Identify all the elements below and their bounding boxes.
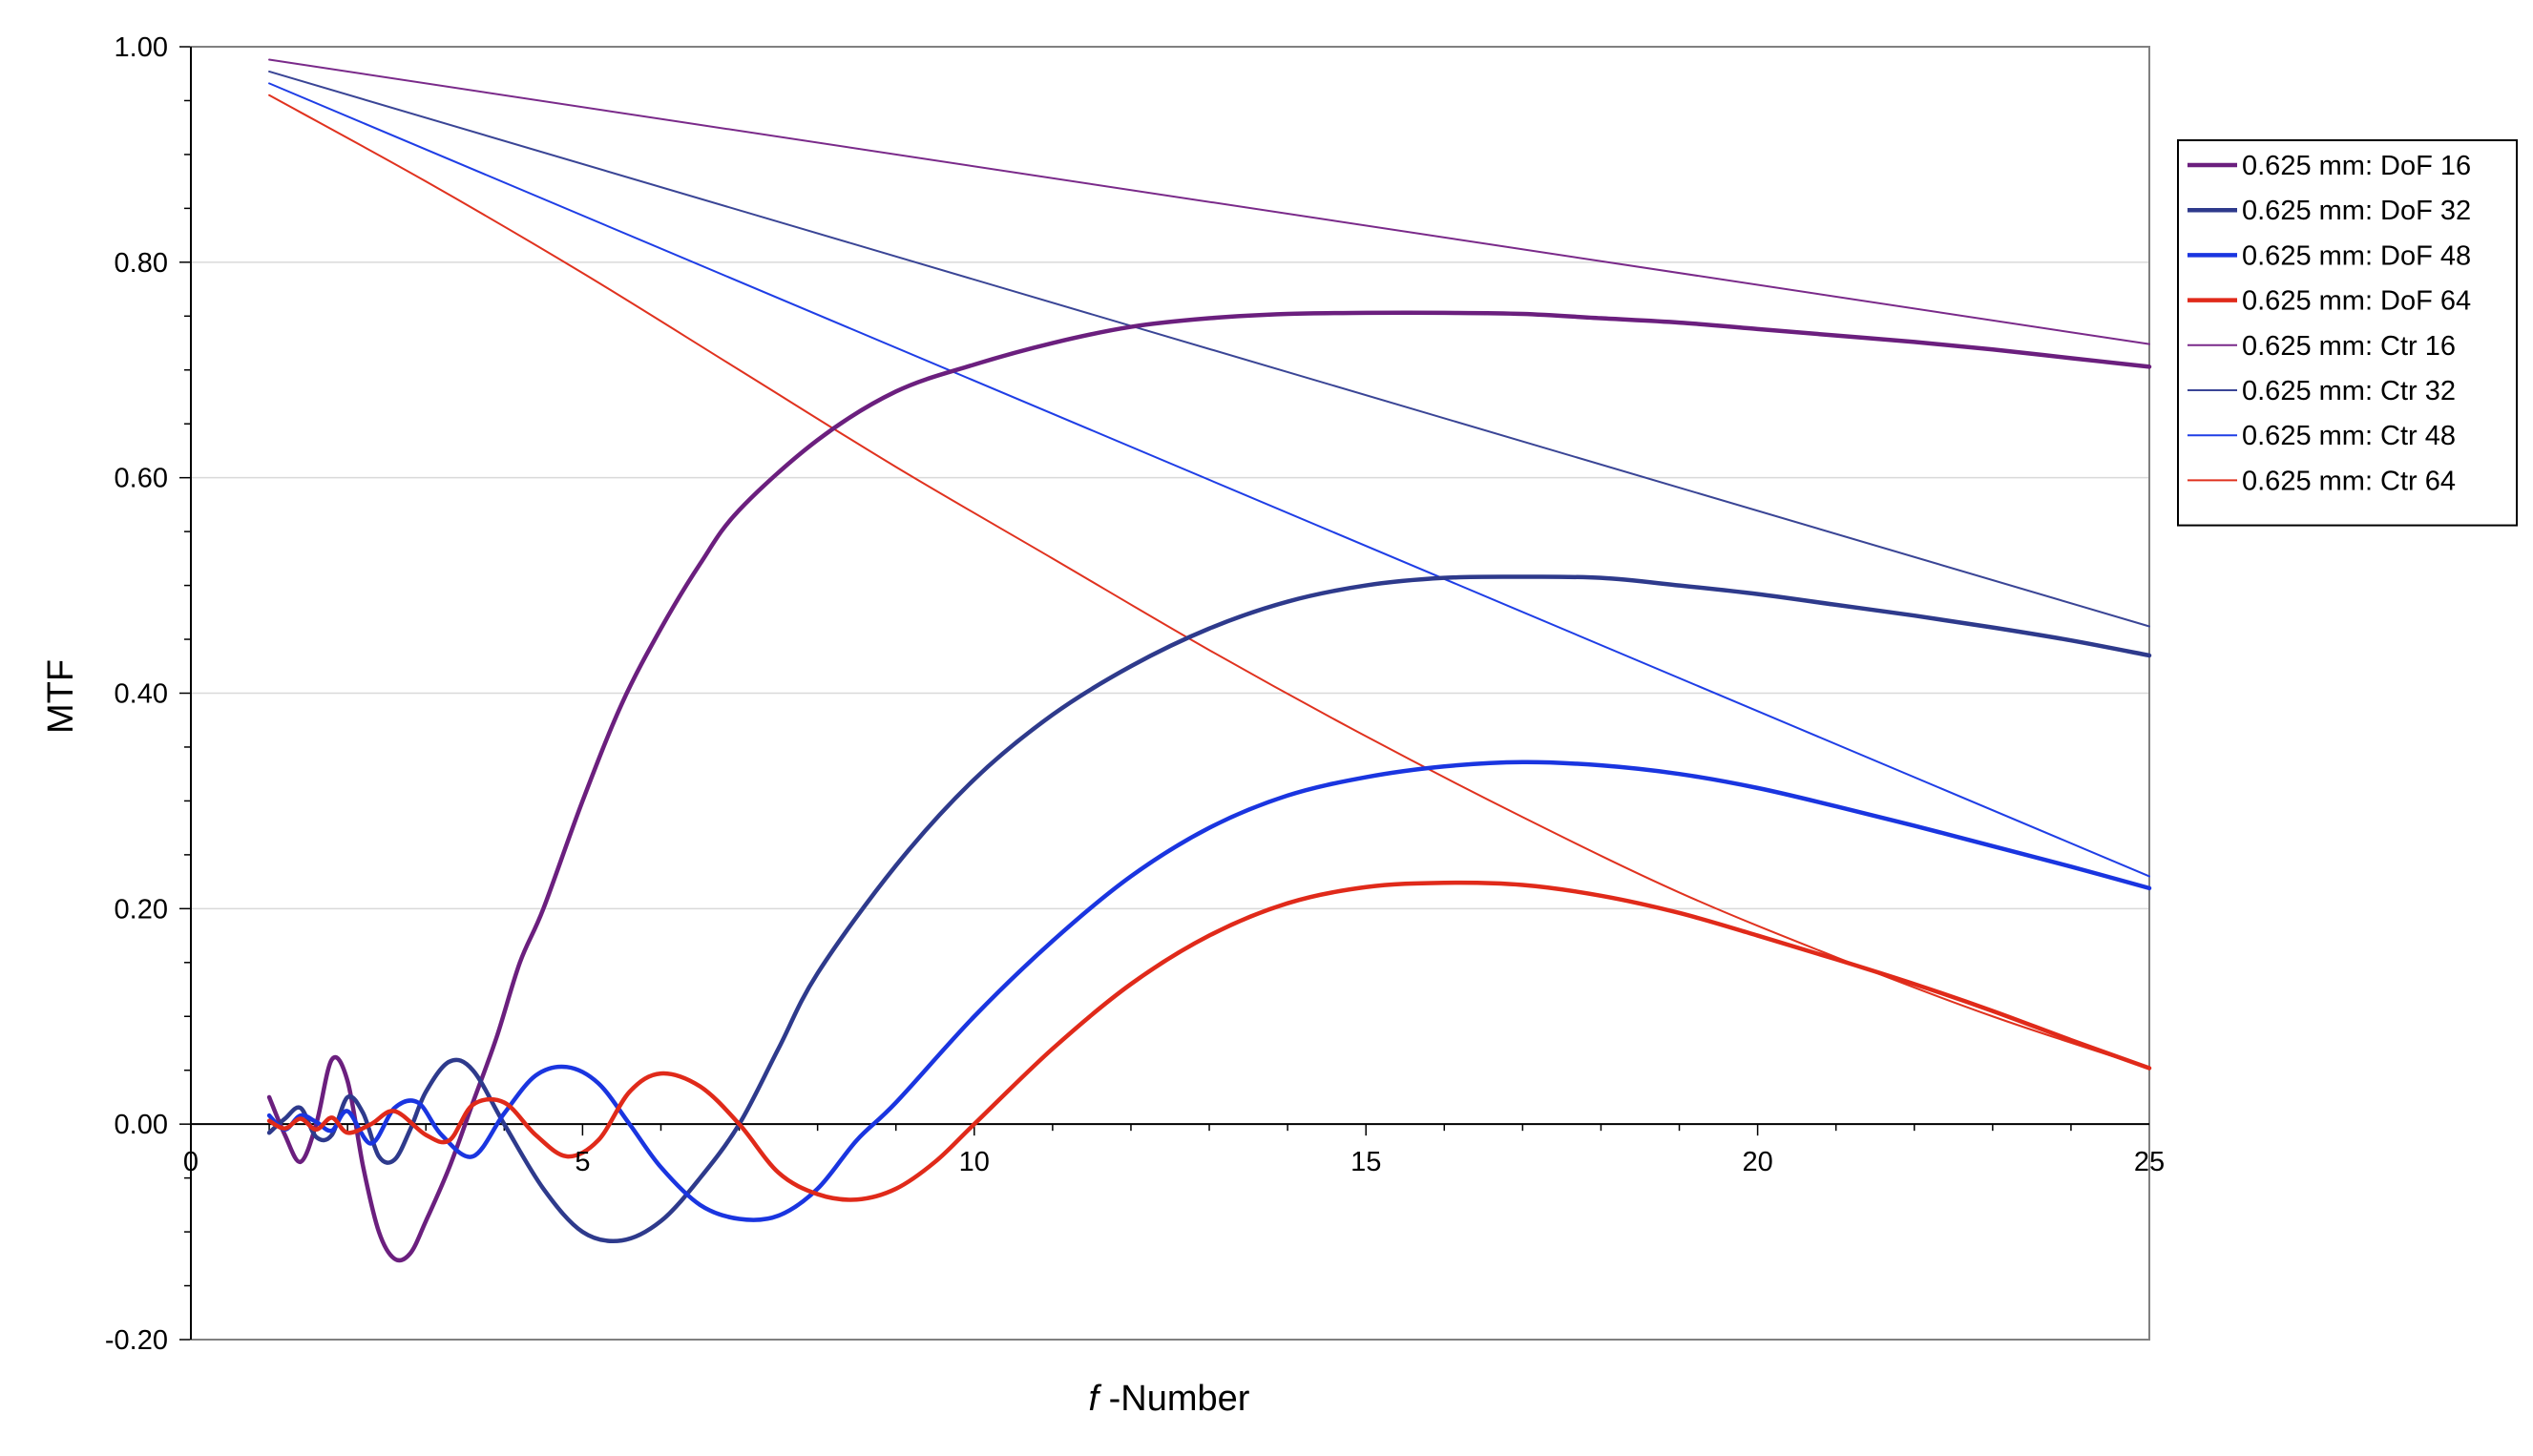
series-layer <box>266 58 2152 1263</box>
y-tick-label: 0.00 <box>115 1110 168 1140</box>
legend-label-2: 0.625 mm: DoF 48 <box>2242 240 2471 271</box>
legend: 0.625 mm: DoF 16 0.625 mm: DoF 32 0.625 mm… <box>2177 139 2518 527</box>
legend-label-3: 0.625 mm: DoF 64 <box>2242 286 2471 317</box>
y-tick-label: 1.00 <box>115 32 168 63</box>
series-line-1 <box>266 574 2152 1244</box>
x-tick-label: 10 <box>959 1147 990 1177</box>
y-tick-label: 0.20 <box>115 894 168 925</box>
legend-label-7: 0.625 mm: Ctr 64 <box>2242 466 2456 496</box>
legend-label-1: 0.625 mm: DoF 32 <box>2242 196 2471 226</box>
x-axis-title: f -Number <box>1089 1379 1250 1419</box>
series-line-3 <box>266 880 2152 1202</box>
series-line-6 <box>268 82 2150 878</box>
x-tick-label: 15 <box>1350 1147 1381 1177</box>
x-tick-labels: 0 5 10 15 20 25 <box>183 1147 2165 1177</box>
y-axis-title: MTF <box>41 659 81 734</box>
y-tick-label: 0.60 <box>115 464 168 494</box>
legend-label-6: 0.625 mm: Ctr 48 <box>2242 421 2456 451</box>
x-tick-label: 25 <box>2134 1147 2165 1177</box>
x-axis-title-italic: f <box>1089 1379 1102 1419</box>
x-tick-label: 5 <box>575 1147 590 1177</box>
legend-label-5: 0.625 mm: Ctr 32 <box>2242 376 2456 406</box>
legend-label-0: 0.625 mm: DoF 16 <box>2242 151 2471 181</box>
x-tick-label: 0 <box>183 1147 199 1177</box>
y-tick-label: 0.40 <box>115 679 168 710</box>
series-line-0 <box>266 310 2152 1263</box>
x-axis-title-rest: -Number <box>1099 1379 1250 1419</box>
y-tick-label: -0.20 <box>105 1325 168 1356</box>
y-tick-labels: 1.00 0.80 0.60 0.40 0.20 0.00 -0.20 <box>105 32 168 1356</box>
series-line-5 <box>268 70 2150 628</box>
series-line-2 <box>266 759 2152 1222</box>
legend-box <box>2177 139 2518 527</box>
series-line-4 <box>268 58 2150 345</box>
y-tick-label: 0.80 <box>115 248 168 279</box>
legend-label-4: 0.625 mm: Ctr 16 <box>2242 331 2456 362</box>
x-tick-label: 20 <box>1742 1147 1772 1177</box>
